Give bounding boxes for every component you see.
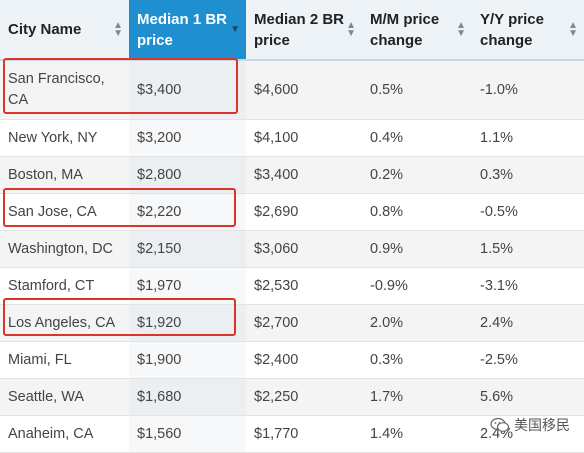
median-1br-cell: $2,800 [129, 156, 246, 194]
median-1br-cell: $3,400 [129, 60, 246, 120]
column-header-median-1br-price[interactable]: Median 1 BR price ▼ [129, 0, 246, 61]
median-1br-cell: $1,920 [129, 304, 246, 342]
table-row: Los Angeles, CA $1,920 $2,700 2.0% 2.4% [0, 304, 584, 342]
median-1br-cell: $1,680 [129, 378, 246, 416]
table-row: Seattle, WA $1,680 $2,250 1.7% 5.6% [0, 378, 584, 416]
median-1br-cell: $2,150 [129, 230, 246, 268]
city-cell: Los Angeles, CA [0, 304, 129, 342]
sort-icon: ▲ ▼ [113, 19, 123, 39]
table-row: San Francisco, CA $3,400 $4,600 0.5% -1.… [0, 60, 584, 120]
yy-change-cell: 0.3% [472, 156, 584, 194]
median-2br-cell: $2,700 [246, 304, 362, 342]
mm-change-cell: 1.4% [362, 415, 472, 453]
table-row: Stamford, CT $1,970 $2,530 -0.9% -3.1% [0, 267, 584, 305]
mm-change-cell: 0.3% [362, 341, 472, 379]
median-2br-cell: $1,770 [246, 415, 362, 453]
watermark-text: 美国移民 [514, 417, 570, 433]
column-header-city-name[interactable]: City Name ▲ ▼ [0, 0, 129, 61]
median-1br-cell: $1,560 [129, 415, 246, 453]
table-row: Anaheim, CA $1,560 $1,770 1.4% 2.4% [0, 415, 584, 453]
table-row: Miami, FL $1,900 $2,400 0.3% -2.5% [0, 341, 584, 379]
column-header-median-2br-price[interactable]: Median 2 BR price ▲ ▼ [246, 0, 362, 61]
city-cell: Seattle, WA [0, 378, 129, 416]
city-cell: San Francisco, CA [0, 60, 129, 120]
yy-change-cell: 1.1% [472, 119, 584, 157]
yy-change-cell: 5.6% [472, 378, 584, 416]
median-2br-cell: $3,400 [246, 156, 362, 194]
city-cell: San Jose, CA [0, 193, 129, 231]
yy-change-cell: -3.1% [472, 267, 584, 305]
mm-change-cell: 0.8% [362, 193, 472, 231]
mm-change-cell: 0.5% [362, 60, 472, 120]
city-cell: Stamford, CT [0, 267, 129, 305]
table-header-row: City Name ▲ ▼ Median 1 BR price ▼ Median … [0, 0, 584, 61]
yy-change-cell: -1.0% [472, 60, 584, 120]
mm-change-cell: 0.9% [362, 230, 472, 268]
city-cell: Washington, DC [0, 230, 129, 268]
median-2br-cell: $2,400 [246, 341, 362, 379]
column-header-yy-price-change[interactable]: Y/Y price change ▲ ▼ [472, 0, 584, 61]
median-1br-cell: $3,200 [129, 119, 246, 157]
table-row: Boston, MA $2,800 $3,400 0.2% 0.3% [0, 156, 584, 194]
column-header-label: Median 2 BR price [254, 10, 345, 49]
mm-change-cell: -0.9% [362, 267, 472, 305]
sort-icon: ▲ ▼ [568, 19, 578, 39]
city-cell: Anaheim, CA [0, 415, 129, 453]
sort-icon: ▲ ▼ [456, 19, 466, 39]
median-1br-cell: $2,220 [129, 193, 246, 231]
city-cell: New York, NY [0, 119, 129, 157]
mm-change-cell: 2.0% [362, 304, 472, 342]
sort-descending-icon: ▼ [230, 23, 240, 35]
median-2br-cell: $3,060 [246, 230, 362, 268]
median-1br-cell: $1,970 [129, 267, 246, 305]
watermark: 美国移民 [490, 415, 570, 435]
table-row: New York, NY $3,200 $4,100 0.4% 1.1% [0, 119, 584, 157]
column-header-label: M/M price change [370, 10, 440, 49]
wechat-icon [490, 417, 510, 432]
table-row: Washington, DC $2,150 $3,060 0.9% 1.5% [0, 230, 584, 268]
city-cell: Boston, MA [0, 156, 129, 194]
mm-change-cell: 0.4% [362, 119, 472, 157]
mm-change-cell: 1.7% [362, 378, 472, 416]
median-2br-cell: $2,690 [246, 193, 362, 231]
column-header-mm-price-change[interactable]: M/M price change ▲ ▼ [362, 0, 472, 61]
column-header-label: Y/Y price change [480, 10, 544, 49]
mm-change-cell: 0.2% [362, 156, 472, 194]
yy-change-cell: -0.5% [472, 193, 584, 231]
yy-change-cell: 1.5% [472, 230, 584, 268]
median-1br-cell: $1,900 [129, 341, 246, 379]
yy-change-cell: 2.4% [472, 304, 584, 342]
yy-change-cell: -2.5% [472, 341, 584, 379]
sort-icon: ▲ ▼ [346, 19, 356, 39]
yy-change-cell: 2.4% [472, 415, 584, 453]
city-cell: Miami, FL [0, 341, 129, 379]
table-row: San Jose, CA $2,220 $2,690 0.8% -0.5% [0, 193, 584, 231]
column-header-label: City Name [8, 21, 82, 38]
median-2br-cell: $2,250 [246, 378, 362, 416]
median-2br-cell: $4,100 [246, 119, 362, 157]
median-2br-cell: $4,600 [246, 60, 362, 120]
median-2br-cell: $2,530 [246, 267, 362, 305]
column-header-label: Median 1 BR price [137, 10, 228, 49]
